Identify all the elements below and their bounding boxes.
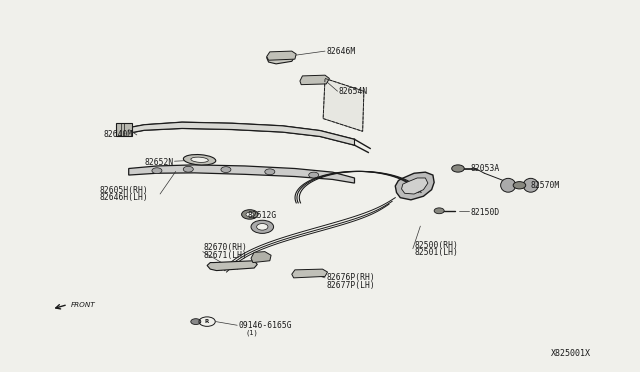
Circle shape <box>191 319 201 324</box>
Polygon shape <box>267 54 295 64</box>
Text: 82053A: 82053A <box>470 164 500 173</box>
Text: 82570M: 82570M <box>530 181 559 190</box>
Circle shape <box>434 208 444 214</box>
Text: 82654N: 82654N <box>339 87 368 96</box>
Polygon shape <box>116 123 132 136</box>
Polygon shape <box>129 122 355 145</box>
Polygon shape <box>129 165 355 183</box>
Text: 82501(LH): 82501(LH) <box>414 248 458 257</box>
Circle shape <box>265 169 275 175</box>
Polygon shape <box>267 51 296 60</box>
Text: 82671(LH): 82671(LH) <box>204 251 248 260</box>
Text: 82652N: 82652N <box>145 158 173 167</box>
Polygon shape <box>251 251 271 263</box>
Text: X825001X: X825001X <box>551 349 591 358</box>
Circle shape <box>183 166 193 172</box>
Circle shape <box>152 168 162 174</box>
Ellipse shape <box>524 178 538 192</box>
Text: 82646H(LH): 82646H(LH) <box>99 193 148 202</box>
Text: 82676P(RH): 82676P(RH) <box>326 273 375 282</box>
Text: 82646M: 82646M <box>326 46 356 55</box>
Ellipse shape <box>500 178 516 192</box>
Text: 82605H(RH): 82605H(RH) <box>99 186 148 195</box>
Polygon shape <box>401 178 428 194</box>
Circle shape <box>246 212 253 217</box>
Text: R: R <box>205 319 209 324</box>
Text: 82640M: 82640M <box>104 131 133 140</box>
Polygon shape <box>292 269 328 278</box>
Circle shape <box>242 210 258 219</box>
Polygon shape <box>207 261 257 270</box>
Text: 09146-6165G: 09146-6165G <box>239 321 292 330</box>
Circle shape <box>452 165 464 172</box>
Circle shape <box>251 220 273 233</box>
Text: 82677P(LH): 82677P(LH) <box>326 280 375 290</box>
Text: FRONT: FRONT <box>70 302 95 308</box>
Ellipse shape <box>184 154 216 165</box>
Polygon shape <box>300 75 330 85</box>
Ellipse shape <box>191 157 208 162</box>
Text: 82500(RH): 82500(RH) <box>414 241 458 250</box>
Circle shape <box>308 172 319 178</box>
Text: 82150D: 82150D <box>470 208 500 217</box>
Polygon shape <box>396 172 434 200</box>
Text: 82512G: 82512G <box>248 211 277 219</box>
Text: (1): (1) <box>246 329 259 336</box>
Polygon shape <box>323 78 364 131</box>
Text: 82670(RH): 82670(RH) <box>204 244 248 253</box>
Circle shape <box>257 224 268 230</box>
Circle shape <box>513 182 525 189</box>
Circle shape <box>221 167 231 173</box>
